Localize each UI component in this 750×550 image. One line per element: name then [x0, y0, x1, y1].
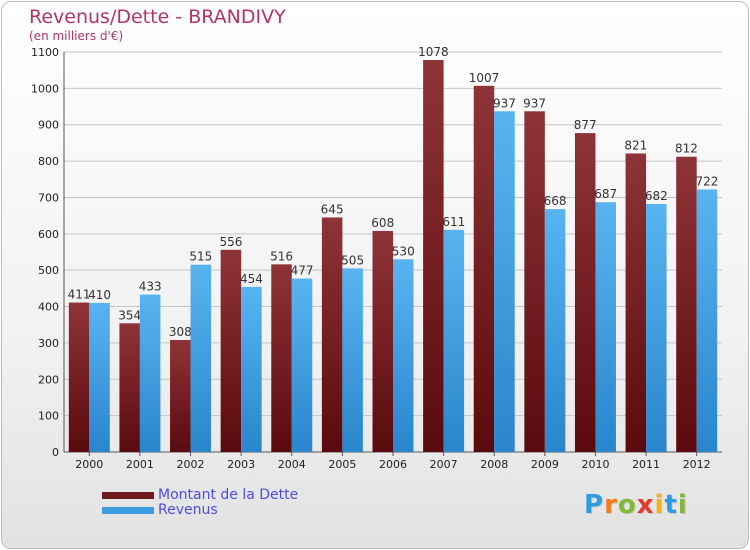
data-label: 515 — [189, 250, 212, 264]
bar-revenus — [89, 302, 110, 452]
y-tick-label: 600 — [38, 228, 59, 241]
bar-dette — [423, 60, 444, 452]
x-tick-label: 2000 — [75, 458, 103, 471]
chart-subtitle: (en milliers d'€) — [29, 29, 124, 43]
x-tick-label: 2007 — [430, 458, 458, 471]
y-tick-label: 800 — [38, 155, 59, 168]
bar-dette — [676, 156, 697, 452]
y-tick-label: 400 — [38, 301, 59, 314]
bar-dette — [170, 340, 191, 452]
x-tick-label: 2010 — [581, 458, 609, 471]
x-tick-label: 2011 — [632, 458, 660, 471]
data-label: 611 — [442, 215, 465, 229]
x-tick-label: 2009 — [531, 458, 559, 471]
bar-revenus — [595, 202, 616, 452]
bar-dette — [119, 323, 140, 452]
data-label: 433 — [139, 280, 162, 294]
x-tick-label: 2006 — [379, 458, 407, 471]
bar-dette — [524, 111, 545, 452]
bar-revenus — [696, 189, 718, 453]
data-label: 687 — [594, 187, 617, 201]
bar-dette — [321, 217, 343, 452]
y-tick-label: 200 — [38, 373, 59, 386]
bar-revenus — [646, 204, 667, 452]
proxiti-logo: Proxiti — [584, 490, 688, 520]
data-label: 411 — [68, 288, 91, 302]
data-label: 937 — [493, 96, 516, 110]
bar-dette — [271, 264, 292, 452]
logo-letter: x — [636, 490, 655, 520]
logo-letter: o — [617, 490, 637, 520]
bar-revenus — [190, 264, 212, 452]
logo-letter: i — [654, 490, 665, 520]
y-tick-label: 0 — [52, 446, 59, 459]
chart-title: Revenus/Dette - BRANDIVY — [29, 6, 286, 28]
x-tick-label: 2008 — [480, 458, 508, 471]
logo-letter: P — [584, 490, 605, 520]
y-tick-label: 100 — [38, 410, 59, 423]
data-label: 877 — [574, 118, 597, 132]
data-label: 505 — [341, 253, 364, 267]
bar-dette — [68, 302, 90, 452]
data-label: 530 — [392, 244, 415, 258]
data-label: 722 — [695, 174, 718, 188]
x-tick-label: 2012 — [683, 458, 711, 471]
bar-revenus — [393, 259, 414, 452]
y-tick-label: 500 — [38, 264, 59, 277]
legend-swatch-revenus — [102, 507, 154, 514]
data-label: 354 — [118, 308, 141, 322]
bar-dette — [574, 133, 596, 452]
y-tick-label: 300 — [38, 337, 59, 350]
data-label: 812 — [675, 142, 698, 156]
data-label: 556 — [219, 235, 242, 249]
data-label: 608 — [371, 216, 394, 230]
data-label: 308 — [169, 325, 192, 339]
y-tick-label: 900 — [38, 119, 59, 132]
data-label: 1078 — [418, 45, 449, 59]
x-tick-label: 2003 — [227, 458, 255, 471]
y-tick-label: 700 — [38, 191, 59, 204]
x-tick-label: 2001 — [126, 458, 154, 471]
legend-label-revenus: Revenus — [158, 502, 218, 518]
data-label: 516 — [270, 249, 293, 263]
bar-revenus — [241, 286, 262, 452]
legend-swatch-dette — [102, 492, 154, 499]
bar-revenus — [494, 111, 515, 452]
x-tick-label: 2002 — [177, 458, 205, 471]
data-label: 410 — [88, 288, 111, 302]
bar-dette — [372, 230, 393, 452]
logo-letter: r — [604, 490, 618, 520]
bar-dette — [625, 153, 647, 453]
data-label: 477 — [291, 264, 314, 278]
legend-label-dette: Montant de la Dette — [158, 487, 299, 503]
bar-revenus — [544, 209, 566, 452]
data-label: 454 — [240, 272, 263, 286]
y-tick-label: 1100 — [31, 46, 59, 59]
logo-letter: i — [677, 490, 688, 520]
bar-revenus — [139, 294, 161, 452]
bar-revenus — [342, 268, 363, 452]
bar-revenus — [443, 229, 465, 452]
data-label: 682 — [645, 189, 668, 203]
y-tick-label: 1000 — [31, 82, 59, 95]
data-label: 937 — [523, 96, 546, 110]
data-label: 668 — [544, 194, 567, 208]
data-label: 1007 — [469, 71, 500, 85]
logo-letter: t — [664, 490, 678, 520]
data-label: 821 — [624, 138, 647, 152]
bar-dette — [473, 85, 495, 453]
bar-dette — [220, 249, 242, 452]
data-label: 645 — [321, 202, 344, 216]
bar-revenus — [291, 278, 313, 452]
x-tick-label: 2004 — [278, 458, 306, 471]
x-tick-label: 2005 — [328, 458, 356, 471]
